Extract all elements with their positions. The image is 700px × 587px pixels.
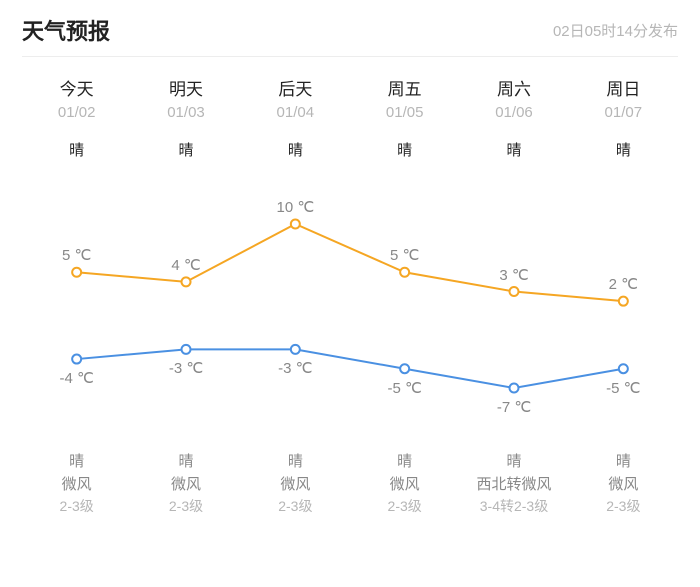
day-date: 01/04: [241, 104, 350, 121]
temperature-label: -5 ℃: [387, 379, 421, 397]
wind-direction: 微风: [350, 473, 459, 494]
day-date: 01/06: [459, 104, 568, 121]
chart-marker: [400, 268, 409, 277]
night-condition: 晴: [569, 450, 678, 471]
header: 天气预报 02日05时14分发布: [0, 0, 700, 56]
forecast-wind-column: 晴微风2-3级: [350, 450, 459, 516]
wind-direction: 微风: [569, 473, 678, 494]
night-condition: 晴: [131, 450, 240, 471]
page-title: 天气预报: [22, 14, 110, 46]
forecast-day-column[interactable]: 周五 01/05 晴: [350, 75, 459, 160]
chart-marker: [72, 355, 81, 364]
forecast-day-column[interactable]: 周六 01/06 晴: [459, 75, 568, 160]
day-condition: 晴: [350, 139, 459, 160]
day-condition: 晴: [131, 139, 240, 160]
wind-level: 3-4转2-3级: [459, 496, 568, 516]
forecast-wind-column: 晴微风2-3级: [569, 450, 678, 516]
temperature-label: 3 ℃: [499, 266, 528, 284]
night-condition: 晴: [241, 450, 350, 471]
wind-direction: 微风: [241, 473, 350, 494]
chart-marker: [510, 384, 519, 393]
temperature-label: -3 ℃: [278, 359, 312, 377]
temperature-label: -3 ℃: [169, 359, 203, 377]
temperature-label: 10 ℃: [276, 198, 314, 216]
day-date: 01/03: [131, 104, 240, 121]
wind-level: 2-3级: [350, 496, 459, 516]
forecast-wind-grid: 晴微风2-3级晴微风2-3级晴微风2-3级晴微风2-3级晴西北转微风3-4转2-…: [0, 450, 700, 516]
temperature-label: -5 ℃: [606, 379, 640, 397]
forecast-wind-column: 晴微风2-3级: [131, 450, 240, 516]
day-date: 01/07: [569, 104, 678, 121]
chart-marker: [291, 345, 300, 354]
wind-direction: 西北转微风: [459, 473, 568, 494]
forecast-wind-column: 晴西北转微风3-4转2-3级: [459, 450, 568, 516]
chart-marker: [619, 364, 628, 373]
day-name: 周日: [569, 75, 678, 100]
night-condition: 晴: [459, 450, 568, 471]
temperature-label: 4 ℃: [171, 256, 200, 274]
temperature-label: 2 ℃: [609, 275, 638, 293]
temperature-label: 5 ℃: [390, 246, 419, 264]
chart-marker: [400, 364, 409, 373]
wind-level: 2-3级: [131, 496, 240, 516]
day-date: 01/02: [22, 104, 131, 121]
forecast-day-column[interactable]: 后天 01/04 晴: [241, 75, 350, 160]
wind-direction: 微风: [131, 473, 240, 494]
chart-marker: [291, 220, 300, 229]
night-condition: 晴: [22, 450, 131, 471]
temperature-chart: 5 ℃ 4 ℃ 10 ℃ 5 ℃ 3 ℃ 2 ℃ -4 ℃ -3 ℃ -3 ℃ -5 ℃ -7 ℃ -…: [22, 196, 678, 416]
forecast-day-column[interactable]: 明天 01/03 晴: [131, 75, 240, 160]
temperature-label: -7 ℃: [497, 398, 531, 416]
wind-direction: 微风: [22, 473, 131, 494]
day-condition: 晴: [459, 139, 568, 160]
forecast-wind-column: 晴微风2-3级: [241, 450, 350, 516]
night-condition: 晴: [350, 450, 459, 471]
day-condition: 晴: [22, 139, 131, 160]
day-date: 01/05: [350, 104, 459, 121]
forecast-day-grid: 今天 01/02 晴 明天 01/03 晴 后天 01/04 晴 周五 01/05 晴 周六 01/06 晴…: [0, 75, 700, 160]
chart-marker: [619, 297, 628, 306]
day-name: 周六: [459, 75, 568, 100]
forecast-day-column[interactable]: 周日 01/07 晴: [569, 75, 678, 160]
day-name: 周五: [350, 75, 459, 100]
chart-svg: [22, 196, 678, 416]
day-name: 后天: [241, 75, 350, 100]
day-condition: 晴: [241, 139, 350, 160]
day-name: 今天: [22, 75, 131, 100]
chart-line: [77, 224, 624, 301]
chart-marker: [510, 287, 519, 296]
forecast-wind-column: 晴微风2-3级: [22, 450, 131, 516]
day-condition: 晴: [569, 139, 678, 160]
chart-marker: [182, 345, 191, 354]
publish-time: 02日05时14分发布: [553, 20, 678, 41]
chart-line: [77, 349, 624, 388]
wind-level: 2-3级: [241, 496, 350, 516]
wind-level: 2-3级: [569, 496, 678, 516]
chart-marker: [182, 277, 191, 286]
chart-marker: [72, 268, 81, 277]
wind-level: 2-3级: [22, 496, 131, 516]
day-name: 明天: [131, 75, 240, 100]
temperature-label: -4 ℃: [59, 369, 93, 387]
divider: [22, 56, 678, 57]
temperature-label: 5 ℃: [62, 246, 91, 264]
forecast-day-column[interactable]: 今天 01/02 晴: [22, 75, 131, 160]
